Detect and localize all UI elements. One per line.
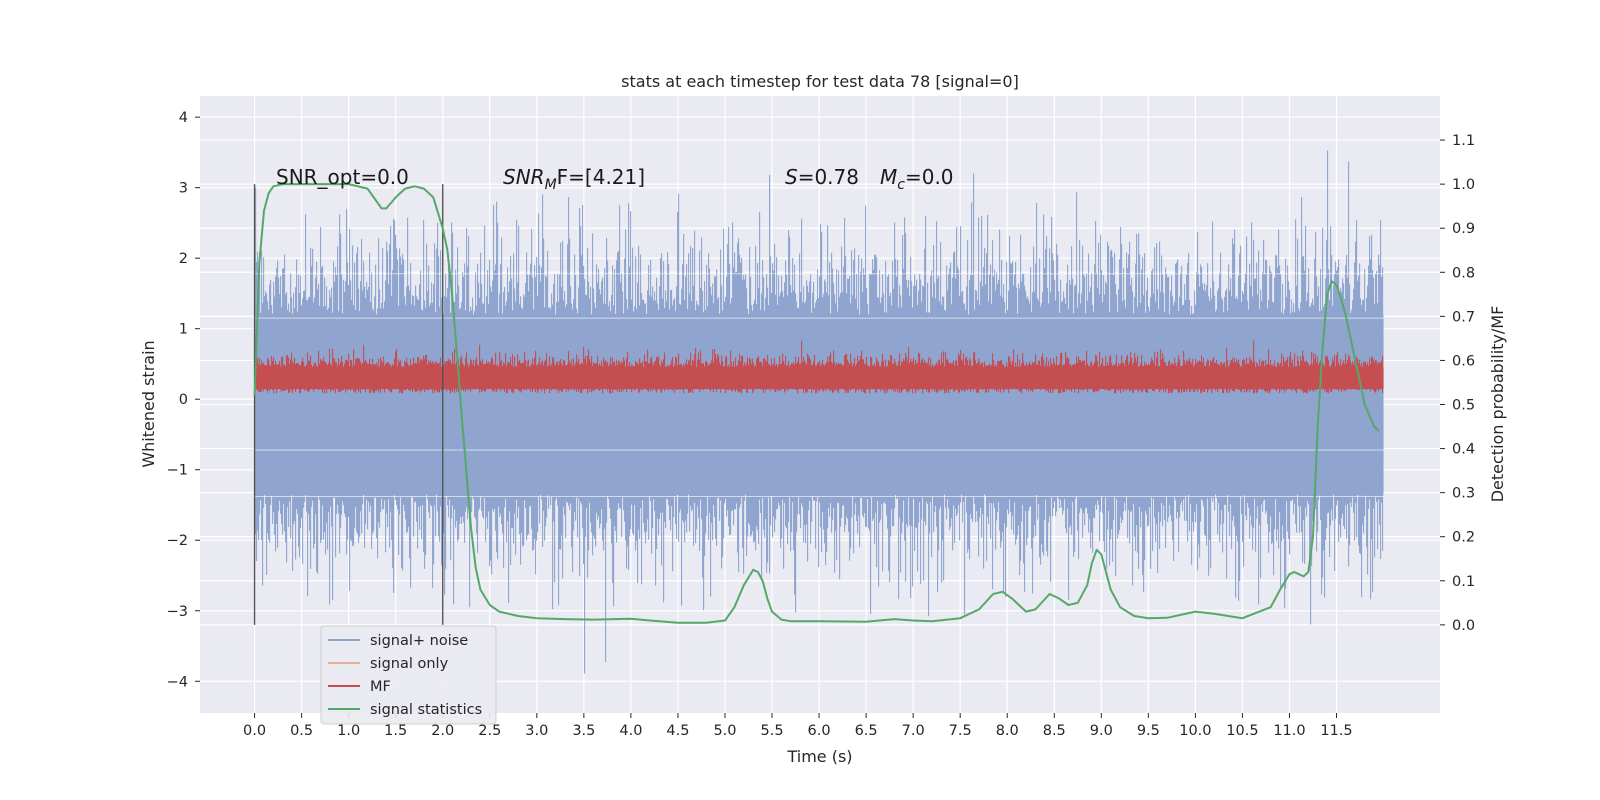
right-y-tick-label: 0.8 (1452, 265, 1475, 281)
x-tick-label: 4.5 (666, 723, 689, 739)
x-tick-label: 2.0 (431, 723, 454, 739)
left-y-tick-label: −3 (167, 604, 188, 620)
annotation-snr-mf-rest: F=[4.21] (557, 165, 645, 189)
right-y-tick-label: 0.2 (1452, 530, 1475, 546)
left-y-axis-ticks: −4 −3 −2 −1 0 1 2 3 4 (167, 110, 200, 690)
left-y-axis-label: Whitened strain (139, 340, 158, 467)
left-y-tick-label: 0 (179, 392, 188, 408)
x-tick-label: 5.5 (760, 723, 783, 739)
window-boundary-lines (253, 184, 444, 625)
x-tick-label: 3.5 (572, 723, 595, 739)
legend-box (320, 625, 497, 725)
x-tick-label: 8.5 (1043, 723, 1066, 739)
annotation-snr-mf: SNRMF=[4.21] (503, 165, 645, 193)
annotation-snr-mf-sub: M (545, 177, 557, 193)
x-tick-label: 1.5 (384, 723, 407, 739)
x-tick-label: 8.0 (996, 723, 1019, 739)
x-tick-label: 9.5 (1137, 723, 1160, 739)
x-tick-label: 2.5 (478, 723, 501, 739)
annotation-snr-mf-base: SNR (503, 165, 545, 189)
x-tick-label: 5.0 (713, 723, 736, 739)
legend-label-signal-noise: signal+ noise (370, 633, 468, 649)
x-tick-label: 11.0 (1273, 723, 1305, 739)
x-tick-label: 11.5 (1320, 723, 1352, 739)
x-tick-label: 6.5 (855, 723, 878, 739)
legend: signal+ noise signal only MF signal stat… (320, 625, 497, 725)
annotation-snr-opt: SNR_opt=0.0 (276, 165, 409, 189)
left-y-tick-label: −2 (167, 533, 188, 549)
signal-statistics-line (253, 183, 1380, 624)
chart-title: stats at each timestep for test data 78 … (621, 72, 1019, 91)
x-tick-label: 7.0 (902, 723, 925, 739)
annotation-mc-sub: c (897, 177, 905, 193)
annotation-mc: Mc=0.0 (880, 165, 954, 193)
right-y-tick-label: 0.1 (1452, 574, 1475, 590)
left-y-tick-label: −4 (167, 674, 188, 690)
right-y-tick-label: 0.9 (1452, 221, 1475, 237)
left-y-tick-label: 2 (179, 251, 188, 267)
x-tick-label: 10.0 (1179, 723, 1211, 739)
x-tick-label: 6.0 (808, 723, 831, 739)
x-tick-label: 10.5 (1226, 723, 1258, 739)
legend-label-signal-only: signal only (370, 656, 449, 672)
x-axis-ticks: 0.0 0.5 1.0 1.5 2.0 2.5 3.0 3.5 4.0 4.5 5.0 5.5 6.0 6… (243, 713, 1353, 739)
right-y-tick-label: 1.1 (1452, 133, 1475, 149)
right-y-tick-label: 0.3 (1452, 486, 1475, 502)
left-y-tick-label: 4 (179, 110, 188, 126)
x-tick-label: 1.0 (337, 723, 360, 739)
right-y-tick-label: 0.5 (1452, 398, 1475, 414)
x-tick-label: 7.5 (949, 723, 972, 739)
left-y-tick-label: −1 (167, 463, 188, 479)
x-tick-label: 4.0 (619, 723, 642, 739)
annotation-s: S=0.78 (785, 165, 859, 189)
right-y-tick-label: 0.0 (1452, 618, 1475, 634)
left-y-tick-label: 3 (179, 181, 188, 197)
right-y-axis-label: Detection probability/MF (1488, 306, 1507, 503)
left-y-tick-label: 1 (179, 322, 188, 338)
annotation-mc-value: =0.0 (905, 165, 954, 189)
x-axis-label: Time (s) (786, 747, 852, 766)
annotation-mc-label: M (880, 165, 897, 189)
x-tick-label: 0.5 (290, 723, 313, 739)
annotation-s-label: S (785, 165, 798, 189)
right-y-axis-ticks: 0.0 0.1 0.2 0.3 0.4 0.5 0.6 0.7 0.8 0.9 1.0 1.1 (1440, 133, 1475, 634)
right-y-tick-label: 0.7 (1452, 309, 1475, 325)
right-y-tick-label: 0.6 (1452, 353, 1475, 369)
x-tick-label: 9.0 (1090, 723, 1113, 739)
series-signal-statistics (253, 183, 1380, 624)
legend-label-mf: MF (370, 679, 391, 695)
right-y-tick-label: 1.0 (1452, 177, 1475, 193)
legend-label-signal-statistics: signal statistics (370, 702, 482, 718)
x-tick-label: 0.0 (243, 723, 266, 739)
right-y-tick-label: 0.4 (1452, 442, 1475, 458)
annotation-s-value: =0.78 (798, 165, 859, 189)
x-tick-label: 3.0 (525, 723, 548, 739)
